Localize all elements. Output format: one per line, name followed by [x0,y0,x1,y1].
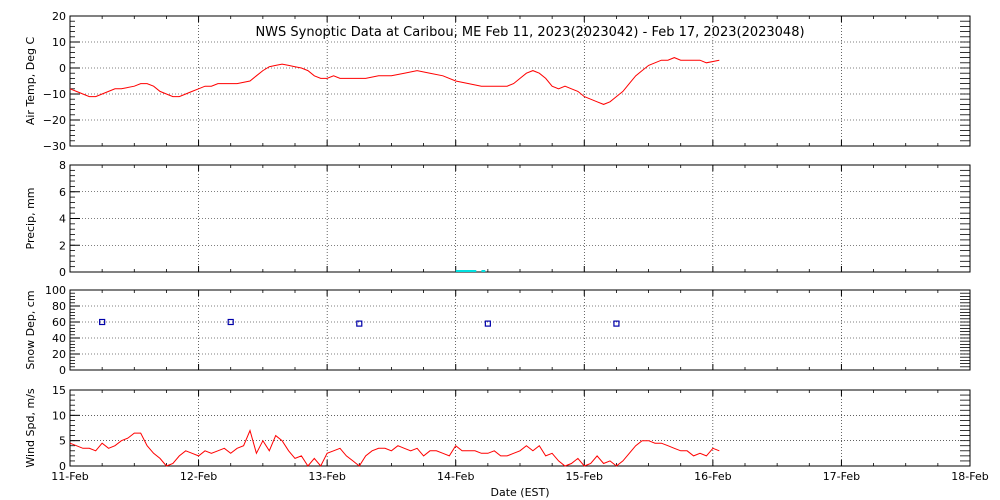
snow-depth-y-tick-label: 80 [52,300,66,313]
precip-y-tick-label: 2 [59,239,66,252]
x-axis-label: Date (EST) [490,486,549,499]
chart-title: NWS Synoptic Data at Caribou, ME Feb 11,… [255,25,804,40]
air-temp-y-tick-label: −10 [43,88,66,101]
snow-depth-y-axis-label: Snow Dep, cm [24,290,37,369]
precip-y-tick-label: 0 [59,266,66,279]
wind-speed-y-tick-label: 10 [52,409,66,422]
wind-speed-y-tick-label: 0 [59,460,66,473]
precip-panel: 8 6 4 2 0 Precip, mm [24,159,971,279]
snow-depth-y-tick-label: 20 [52,348,66,361]
air-temp-y-tick-label: −30 [43,140,66,153]
x-tick-label: 14-Feb [437,470,474,483]
air-temp-y-tick-label: −20 [43,114,66,127]
air-temp-y-tick-label: 0 [59,62,66,75]
air-temp-y-tick-label: 10 [52,36,66,49]
precip-bar [458,270,461,272]
precip-bar [481,270,486,272]
snow-depth-frame [69,289,971,371]
precip-y-tick-label: 6 [59,186,66,199]
wind-speed-series-line [69,428,720,467]
snow-depth-point [356,320,363,327]
precip-bar [467,270,470,272]
air-temp-panel: 20 10 0 −10 −20 −30 Air Temp, Deg C [24,10,971,153]
wind-speed-frame [69,389,971,467]
snow-depth-y-tick-label: 40 [52,332,66,345]
x-tick-label: 11-Feb [51,470,88,483]
snow-depth-y-tick-label: 0 [59,364,66,377]
air-temp-y-tick-label: 20 [52,10,66,23]
snow-depth-point [484,320,491,327]
wind-speed-y-axis-label: Wind Spd, m/s [24,388,37,468]
air-temp-y-axis-label: Air Temp, Deg C [24,37,37,126]
snow-depth-y-tick-label: 60 [52,316,66,329]
precip-y-tick-label: 8 [59,159,66,172]
wind-speed-y-tick-label: 15 [52,384,66,397]
snow-depth-point [227,318,234,326]
snow-depth-panel: 100 80 60 40 20 0 Snow Dep, cm [24,284,971,377]
snow-depth-y-tick-label: 100 [45,284,66,297]
snow-depth-point [613,320,620,327]
x-tick-label: 18-Feb [951,470,988,483]
wind-speed-panel: 15 10 5 0 Wind Spd, m/s 11-Feb 12-Feb 13-Feb 14-… [24,384,989,483]
air-temp-series-line [69,57,720,105]
x-tick-label: 16-Feb [694,470,731,483]
x-tick-label: 15-Feb [566,470,603,483]
precip-y-tick-label: 4 [59,213,66,226]
x-tick-label: 13-Feb [308,470,345,483]
snow-depth-point [99,318,106,326]
x-tick-label: 12-Feb [180,470,217,483]
precip-y-axis-label: Precip, mm [24,188,37,250]
x-tick-label: 17-Feb [823,470,860,483]
wind-speed-y-tick-label: 5 [59,435,66,448]
precip-bar [473,270,477,272]
